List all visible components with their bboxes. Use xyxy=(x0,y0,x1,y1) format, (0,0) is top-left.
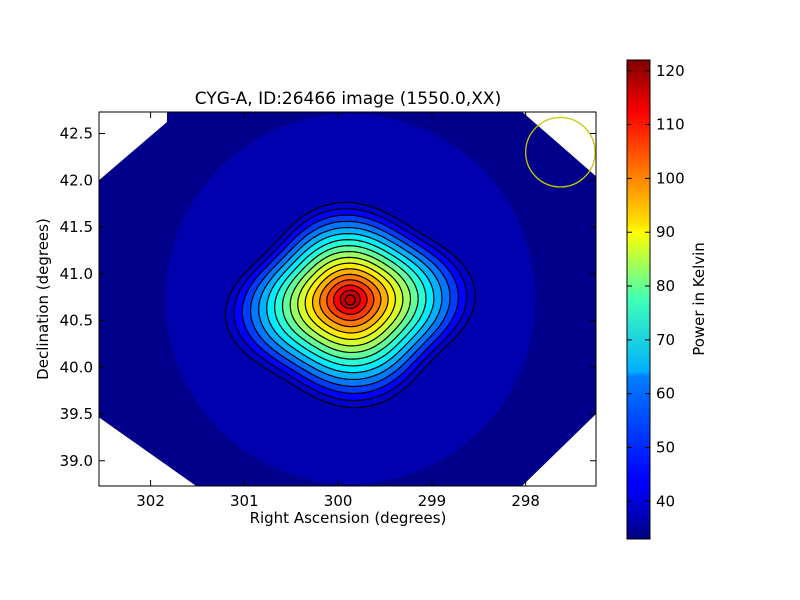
contour-line xyxy=(266,232,435,374)
contour-line xyxy=(249,220,451,388)
y-axis-ticks: 39.0 39.5 40.0 40.5 41.0 41.5 42.0 42.5 xyxy=(60,125,596,470)
colorbar-tick-label: 90 xyxy=(656,223,675,241)
colorbar-tick-label: 50 xyxy=(656,439,675,457)
contour-line xyxy=(304,262,397,341)
y-tick-label: 41.0 xyxy=(60,265,93,283)
heatmap-band xyxy=(340,290,361,309)
y-tick-label: 42.0 xyxy=(60,171,93,189)
plot-frame xyxy=(98,111,597,487)
colorbar-tick-label: 120 xyxy=(656,62,685,80)
colorbar-tick-label: 80 xyxy=(656,277,675,295)
heatmap-image xyxy=(99,112,596,486)
y-tick-label: 40.5 xyxy=(60,312,93,330)
colorbar-tick-label: 70 xyxy=(656,331,675,349)
colorbar-tick-label: 100 xyxy=(656,169,685,187)
contour-line xyxy=(339,289,361,310)
y-tick-label: 39.0 xyxy=(60,452,93,470)
contour-line xyxy=(326,279,375,322)
colorbar-tick-label: 60 xyxy=(656,385,675,403)
contour-line xyxy=(273,238,427,367)
contour-line xyxy=(233,208,468,402)
y-tick-label: 40.0 xyxy=(60,358,93,376)
y-tick-label: 41.5 xyxy=(60,218,93,236)
beam-circle xyxy=(525,116,596,188)
contour-line xyxy=(319,273,382,328)
colorbar xyxy=(626,59,651,540)
contour-line xyxy=(333,284,368,315)
contour-lines xyxy=(224,201,476,409)
contour-line xyxy=(258,226,443,381)
colorbar-label: Power in Kelvin xyxy=(690,242,708,356)
colorbar-ticks: 40 50 60 70 80 90 100 110 120 xyxy=(627,62,685,510)
colorbar-tick-label: 40 xyxy=(656,492,675,510)
x-tick-label: 302 xyxy=(136,492,165,510)
contour-line xyxy=(289,250,412,354)
contour-line xyxy=(297,256,404,347)
y-axis-label: Declination (degrees) xyxy=(34,218,52,380)
contour-line xyxy=(281,244,419,360)
x-tick-label: 300 xyxy=(324,492,353,510)
y-tick-label: 39.5 xyxy=(60,405,93,423)
x-tick-label: 298 xyxy=(511,492,540,510)
peak-marker xyxy=(344,294,356,306)
contour-line xyxy=(224,201,476,409)
x-axis-label: Right Ascension (degrees) xyxy=(250,509,447,527)
x-tick-label: 301 xyxy=(230,492,259,510)
contour-line xyxy=(311,268,389,334)
contour-line xyxy=(241,214,460,395)
x-tick-label: 299 xyxy=(418,492,447,510)
y-tick-label: 42.5 xyxy=(60,125,93,143)
chart-title: CYG-A, ID:26466 image (1550.0,XX) xyxy=(195,89,501,109)
x-axis-ticks: 302 301 300 299 298 xyxy=(136,112,540,510)
colorbar-tick-label: 110 xyxy=(656,116,685,134)
